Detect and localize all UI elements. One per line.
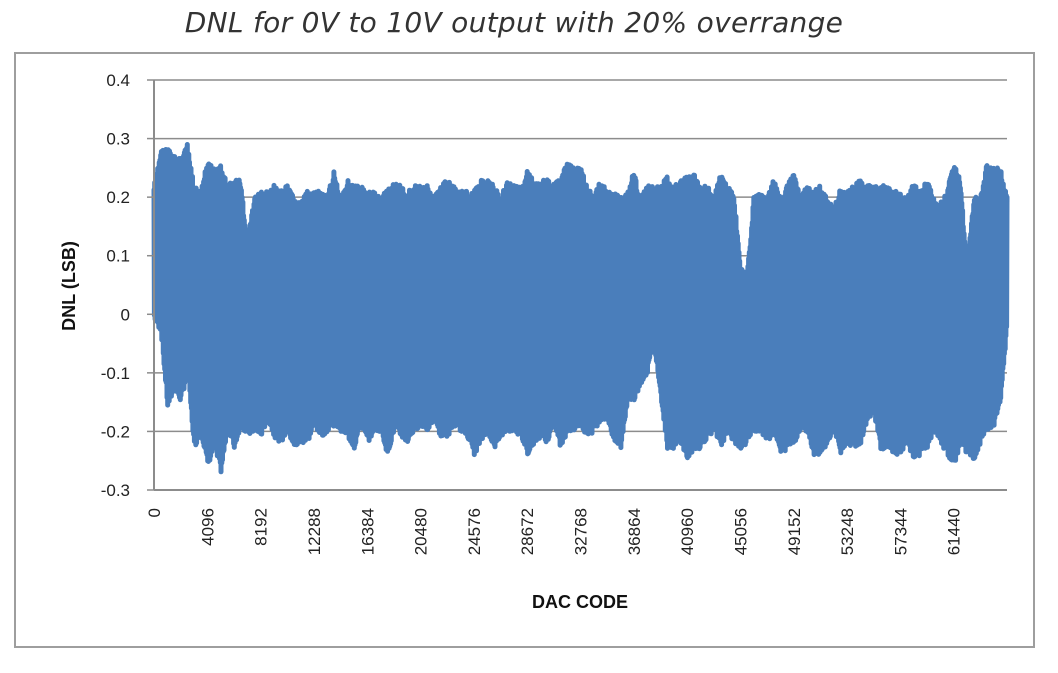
y-axis-label: DNL (LSB) [59,241,79,331]
chart-title: DNL for 0V to 10V output with 20% overra… [184,6,844,39]
y-tick-label: 0.1 [106,247,130,266]
x-tick-label: 49152 [785,508,804,555]
x-tick-label: 45056 [731,508,750,555]
x-tick-label: 0 [145,508,164,517]
x-tick-label: 12288 [305,508,324,555]
y-tick-label: -0.1 [101,364,130,383]
y-tick-label: 0.3 [106,130,130,149]
y-tick-label: -0.3 [101,481,130,500]
dnl-core-band [154,279,1007,344]
y-tick-label: 0 [121,305,130,324]
x-tick-label: 16384 [358,508,377,555]
x-tick-labels: 0 4096 8192 12288 16384 20480 24576 28672 32768 3… [145,508,964,555]
x-tick-label: 57344 [891,508,910,555]
x-axis-label: DAC CODE [532,592,628,612]
x-tick-label: 28672 [518,508,537,555]
y-tick-labels: 0.4 0.3 0.2 0.1 0 -0.1 -0.2 -0.3 [101,71,130,500]
x-tick-label: 4096 [198,508,217,546]
chart-frame [14,52,1035,648]
y-tick-label: 0.4 [106,71,130,90]
x-tick-label: 40960 [678,508,697,555]
x-tick-label: 61440 [945,508,964,555]
dnl-line [151,142,1010,475]
x-tick-label: 24576 [465,508,484,555]
y-tick-label: 0.2 [106,188,130,207]
x-tick-label: 53248 [838,508,857,555]
dnl-series [151,142,1010,475]
axes [147,79,1007,491]
x-tick-label: 20480 [412,508,431,555]
x-tick-label: 8192 [252,508,271,546]
x-tick-label: 36864 [625,508,644,555]
y-tick-label: -0.2 [101,422,130,441]
x-tick-label: 32768 [572,508,591,555]
